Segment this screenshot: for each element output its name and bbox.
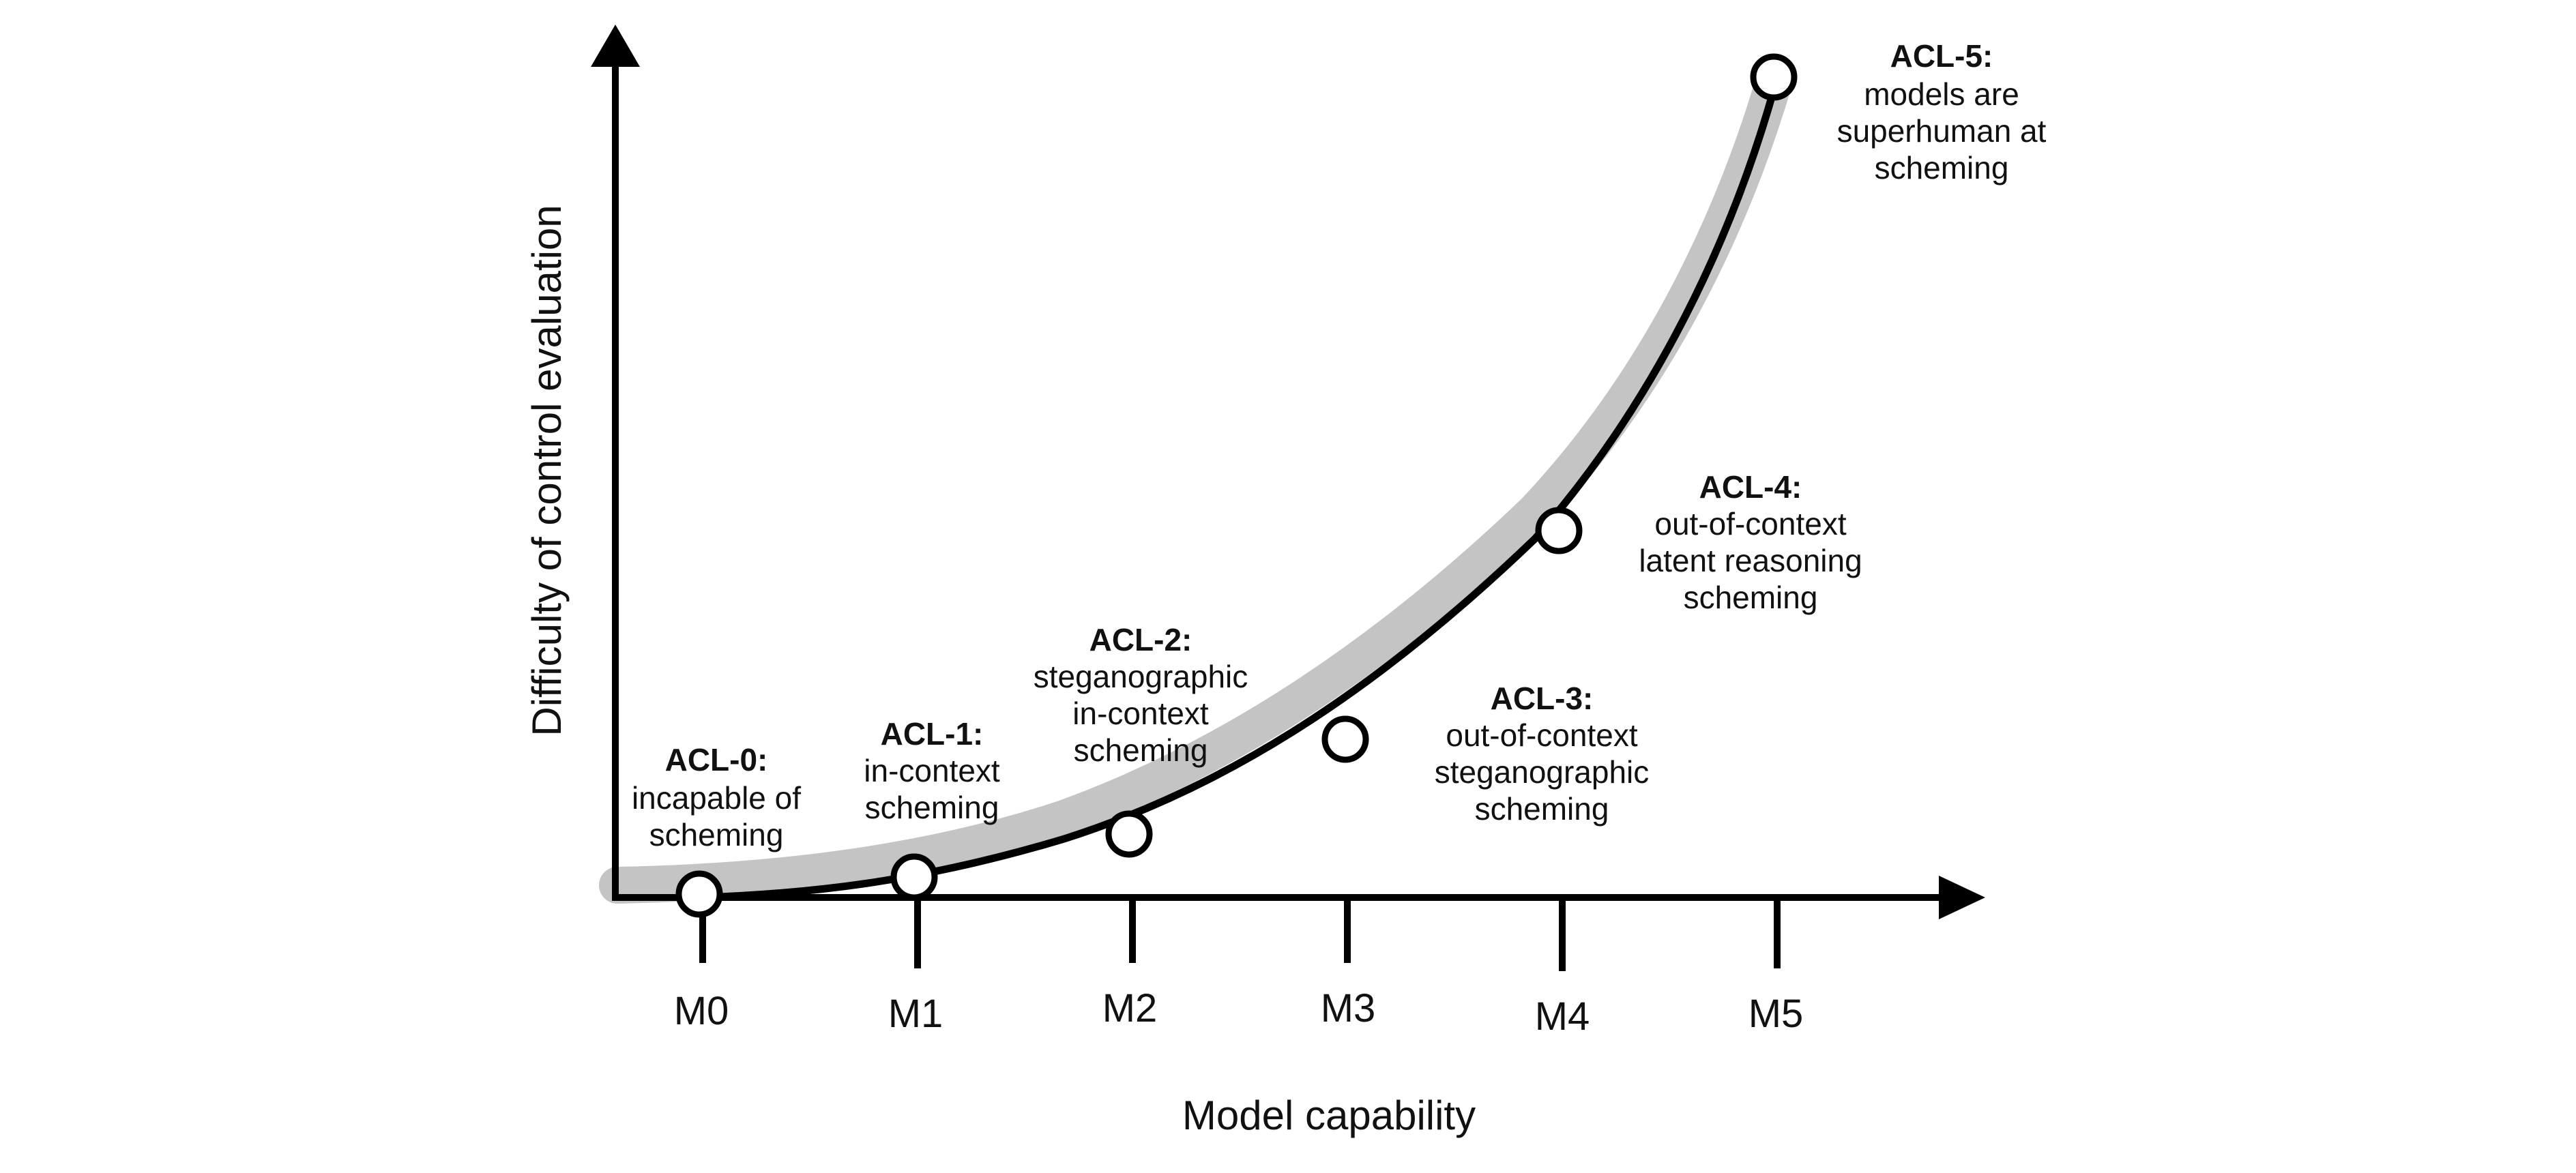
tick-label-m2: M2 [1102,986,1158,1030]
marker-acl-4 [1535,507,1583,554]
annotation-acl-0: ACL-0: incapable of scheming [632,742,801,852]
annotation-acl-5-line-2: superhuman at [1837,113,2047,149]
x-axis-tick-labels: M0 M1 M2 M3 M4 M5 [674,986,1804,1039]
tick-label-m0: M0 [674,989,729,1033]
marker-acl-2 [1105,810,1153,858]
tick-label-m4: M4 [1535,994,1590,1039]
annotation-acl-3: ACL-3: out-of-context steganographic sch… [1435,681,1650,827]
annotation-acl-3-line-3: scheming [1475,791,1609,827]
annotation-acl-4-line-2: latent reasoning [1639,543,1862,578]
annotation-acl-1-title: ACL-1: [881,716,984,752]
annotation-acl-3-line-1: out-of-context [1446,717,1637,753]
marker-acl-5 [1750,53,1798,101]
level-markers [675,53,1798,918]
annotation-acl-2-line-2: in-context [1072,696,1209,731]
y-axis [591,25,640,897]
annotation-acl-2-line-3: scheming [1074,732,1208,768]
annotation-acl-0-title: ACL-0: [665,742,768,777]
annotation-acl-1-line-2: scheming [865,790,999,825]
marker-acl-1 [890,853,938,901]
y-axis-title: Difficulty of control evaluation [524,205,570,736]
annotation-acl-4-line-3: scheming [1684,580,1818,615]
marker-acl-0 [675,870,723,918]
tick-label-m5: M5 [1748,992,1804,1036]
x-axis-title: Model capability [1182,1093,1476,1138]
annotation-acl-2-title: ACL-2: [1089,622,1192,657]
annotation-acl-3-line-2: steganographic [1435,754,1650,790]
x-axis-ticks [699,897,1781,971]
annotation-acl-5: ACL-5: models are superhuman at scheming [1837,38,2047,185]
x-axis [612,876,1985,919]
x-axis-arrowhead [1939,876,1985,919]
annotation-acl-0-line-1: incapable of [632,780,801,816]
annotation-acl-5-line-3: scheming [1875,150,2009,185]
annotation-acl-2-line-1: steganographic [1034,659,1248,694]
annotation-acl-2: ACL-2: steganographic in-context schemin… [1034,622,1248,768]
annotation-acl-4: ACL-4: out-of-context latent reasoning s… [1639,469,1862,615]
annotation-acl-5-title: ACL-5: [1890,38,1993,74]
y-axis-arrowhead [591,25,640,67]
uncertainty-band [599,59,1794,904]
annotation-acl-4-line-1: out-of-context [1654,506,1846,541]
tick-label-m1: M1 [888,992,943,1036]
tick-label-m3: M3 [1321,986,1376,1030]
annotation-acl-1-line-1: in-context [864,753,1000,788]
annotation-acl-3-title: ACL-3: [1491,681,1594,716]
annotation-acl-4-title: ACL-4: [1699,469,1802,505]
marker-acl-3 [1321,715,1369,763]
annotation-acl-0-line-2: scheming [649,817,784,852]
annotation-acl-1: ACL-1: in-context scheming [864,716,1000,825]
annotation-acl-5-line-1: models are [1864,76,2019,112]
